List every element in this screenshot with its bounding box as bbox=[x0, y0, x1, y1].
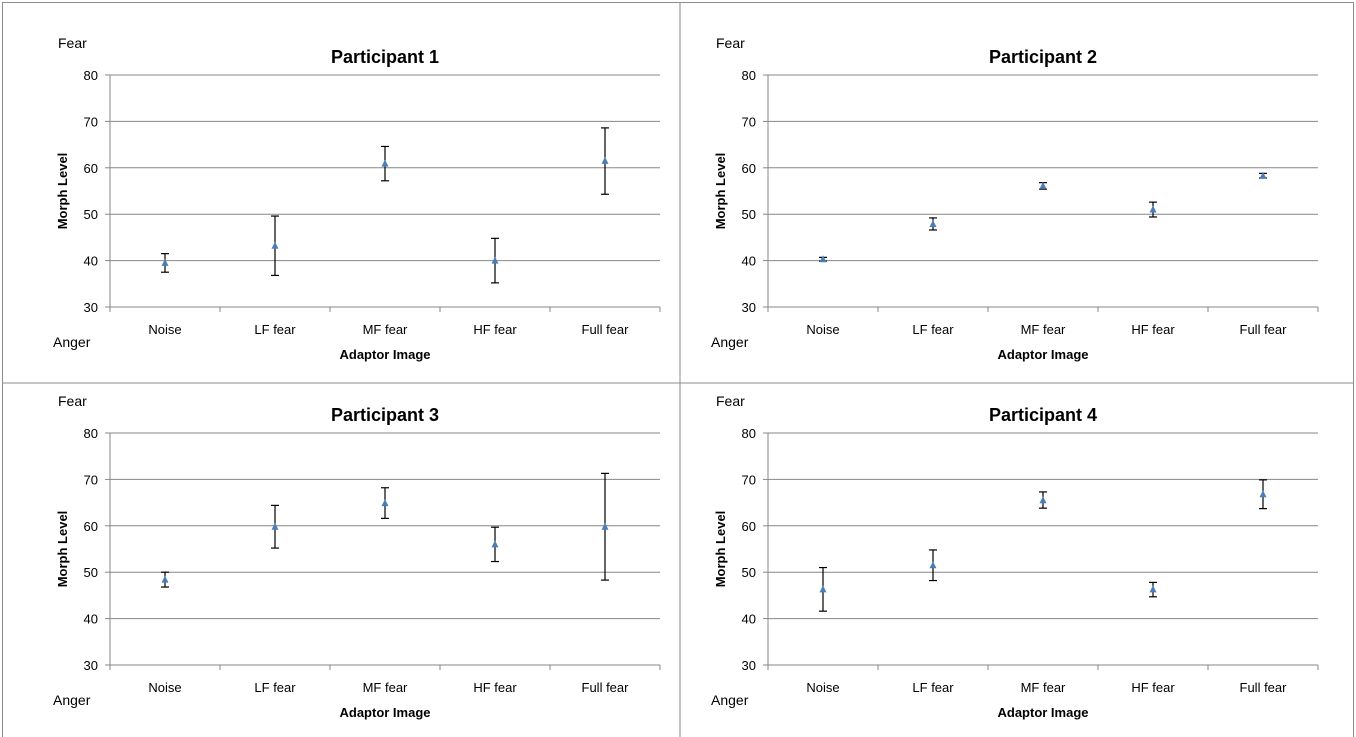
data-point bbox=[491, 256, 499, 264]
y-tick-label: 70 bbox=[742, 472, 756, 487]
x-tick-label: Full fear bbox=[582, 322, 630, 337]
data-point bbox=[1039, 181, 1047, 189]
data-point bbox=[1259, 171, 1267, 179]
x-tick-label: Full fear bbox=[1240, 680, 1288, 695]
y-axis-label: Morph Level bbox=[55, 153, 70, 230]
y-tick-label: 30 bbox=[742, 658, 756, 673]
chart-panel-4: 30 40 50 60 70 80 Noise LF fear MF fear HF fear Fu… bbox=[711, 393, 1319, 720]
scale-top-label: Fear bbox=[58, 35, 87, 51]
scale-bottom-label: Anger bbox=[53, 692, 91, 708]
x-tick-label: MF fear bbox=[1021, 322, 1066, 337]
y-tick-label: 40 bbox=[742, 254, 756, 269]
scale-top-label: Fear bbox=[58, 393, 87, 409]
x-tick-label: LF fear bbox=[912, 680, 954, 695]
x-axis-label: Adaptor Image bbox=[339, 705, 430, 720]
data-point bbox=[1149, 585, 1157, 593]
chart-title: Participant 4 bbox=[989, 405, 1097, 425]
x-tick-label: Full fear bbox=[582, 680, 630, 695]
data-point bbox=[1039, 496, 1047, 504]
data-point bbox=[929, 219, 937, 227]
data-point bbox=[929, 561, 937, 569]
data-point bbox=[271, 522, 279, 530]
data-point bbox=[161, 258, 169, 266]
x-axis-label: Adaptor Image bbox=[339, 347, 430, 362]
x-tick-label: HF fear bbox=[473, 680, 517, 695]
y-axis-label: Morph Level bbox=[55, 511, 70, 588]
scale-top-label: Fear bbox=[716, 35, 745, 51]
scale-top-label: Fear bbox=[716, 393, 745, 409]
x-tick-label: LF fear bbox=[912, 322, 954, 337]
y-tick-label: 30 bbox=[742, 300, 756, 315]
x-tick-label: MF fear bbox=[1021, 680, 1066, 695]
y-axis-label: Morph Level bbox=[713, 511, 728, 588]
data-point bbox=[161, 575, 169, 583]
x-tick-label: HF fear bbox=[1131, 322, 1175, 337]
chart-title: Participant 2 bbox=[989, 47, 1097, 67]
x-tick-label: HF fear bbox=[1131, 680, 1175, 695]
data-point bbox=[271, 241, 279, 249]
y-tick-label: 80 bbox=[84, 426, 98, 441]
chart-panel-2: 30 40 50 60 70 80 Noise LF fear MF fear HF fear Fu… bbox=[711, 35, 1319, 362]
y-tick-label: 70 bbox=[84, 114, 98, 129]
y-tick-label: 80 bbox=[742, 68, 756, 83]
scale-bottom-label: Anger bbox=[711, 692, 749, 708]
x-tick-label: Noise bbox=[148, 680, 181, 695]
y-tick-label: 40 bbox=[84, 254, 98, 269]
chart-panel-3: 30 40 50 60 70 80 Noise LF fear MF fear HF fear Fu… bbox=[53, 393, 661, 720]
y-axis-label: Morph Level bbox=[713, 153, 728, 230]
chart-title: Participant 1 bbox=[331, 47, 439, 67]
y-tick-label: 30 bbox=[84, 300, 98, 315]
x-axis-label: Adaptor Image bbox=[997, 705, 1088, 720]
data-point bbox=[491, 540, 499, 548]
y-tick-label: 40 bbox=[742, 612, 756, 627]
data-point bbox=[381, 499, 389, 507]
y-tick-label: 50 bbox=[742, 207, 756, 222]
data-point bbox=[601, 156, 609, 164]
x-tick-label: LF fear bbox=[254, 322, 296, 337]
chart-title: Participant 3 bbox=[331, 405, 439, 425]
x-tick-label: LF fear bbox=[254, 680, 296, 695]
chart-panel-1: 30 40 50 60 70 80 Noise LF fear MF fear HF fear Fu… bbox=[53, 35, 661, 362]
y-tick-label: 80 bbox=[742, 426, 756, 441]
y-tick-label: 60 bbox=[84, 519, 98, 534]
y-tick-label: 50 bbox=[742, 565, 756, 580]
y-tick-label: 70 bbox=[742, 114, 756, 129]
data-point bbox=[819, 255, 827, 263]
scale-bottom-label: Anger bbox=[53, 334, 91, 350]
x-tick-label: HF fear bbox=[473, 322, 517, 337]
y-tick-label: 60 bbox=[742, 519, 756, 534]
data-point bbox=[601, 522, 609, 530]
y-tick-label: 60 bbox=[84, 161, 98, 176]
x-tick-label: Noise bbox=[806, 322, 839, 337]
data-point bbox=[819, 585, 827, 593]
y-tick-label: 80 bbox=[84, 68, 98, 83]
x-tick-label: Full fear bbox=[1240, 322, 1288, 337]
y-tick-label: 60 bbox=[742, 161, 756, 176]
x-tick-label: MF fear bbox=[363, 680, 408, 695]
y-tick-label: 30 bbox=[84, 658, 98, 673]
y-tick-label: 50 bbox=[84, 565, 98, 580]
scale-bottom-label: Anger bbox=[711, 334, 749, 350]
data-point bbox=[1259, 490, 1267, 498]
data-point bbox=[381, 159, 389, 167]
x-tick-label: MF fear bbox=[363, 322, 408, 337]
data-point bbox=[1149, 205, 1157, 213]
x-tick-label: Noise bbox=[806, 680, 839, 695]
x-tick-label: Noise bbox=[148, 322, 181, 337]
x-axis-label: Adaptor Image bbox=[997, 347, 1088, 362]
y-tick-label: 70 bbox=[84, 472, 98, 487]
y-tick-label: 40 bbox=[84, 612, 98, 627]
y-tick-label: 50 bbox=[84, 207, 98, 222]
